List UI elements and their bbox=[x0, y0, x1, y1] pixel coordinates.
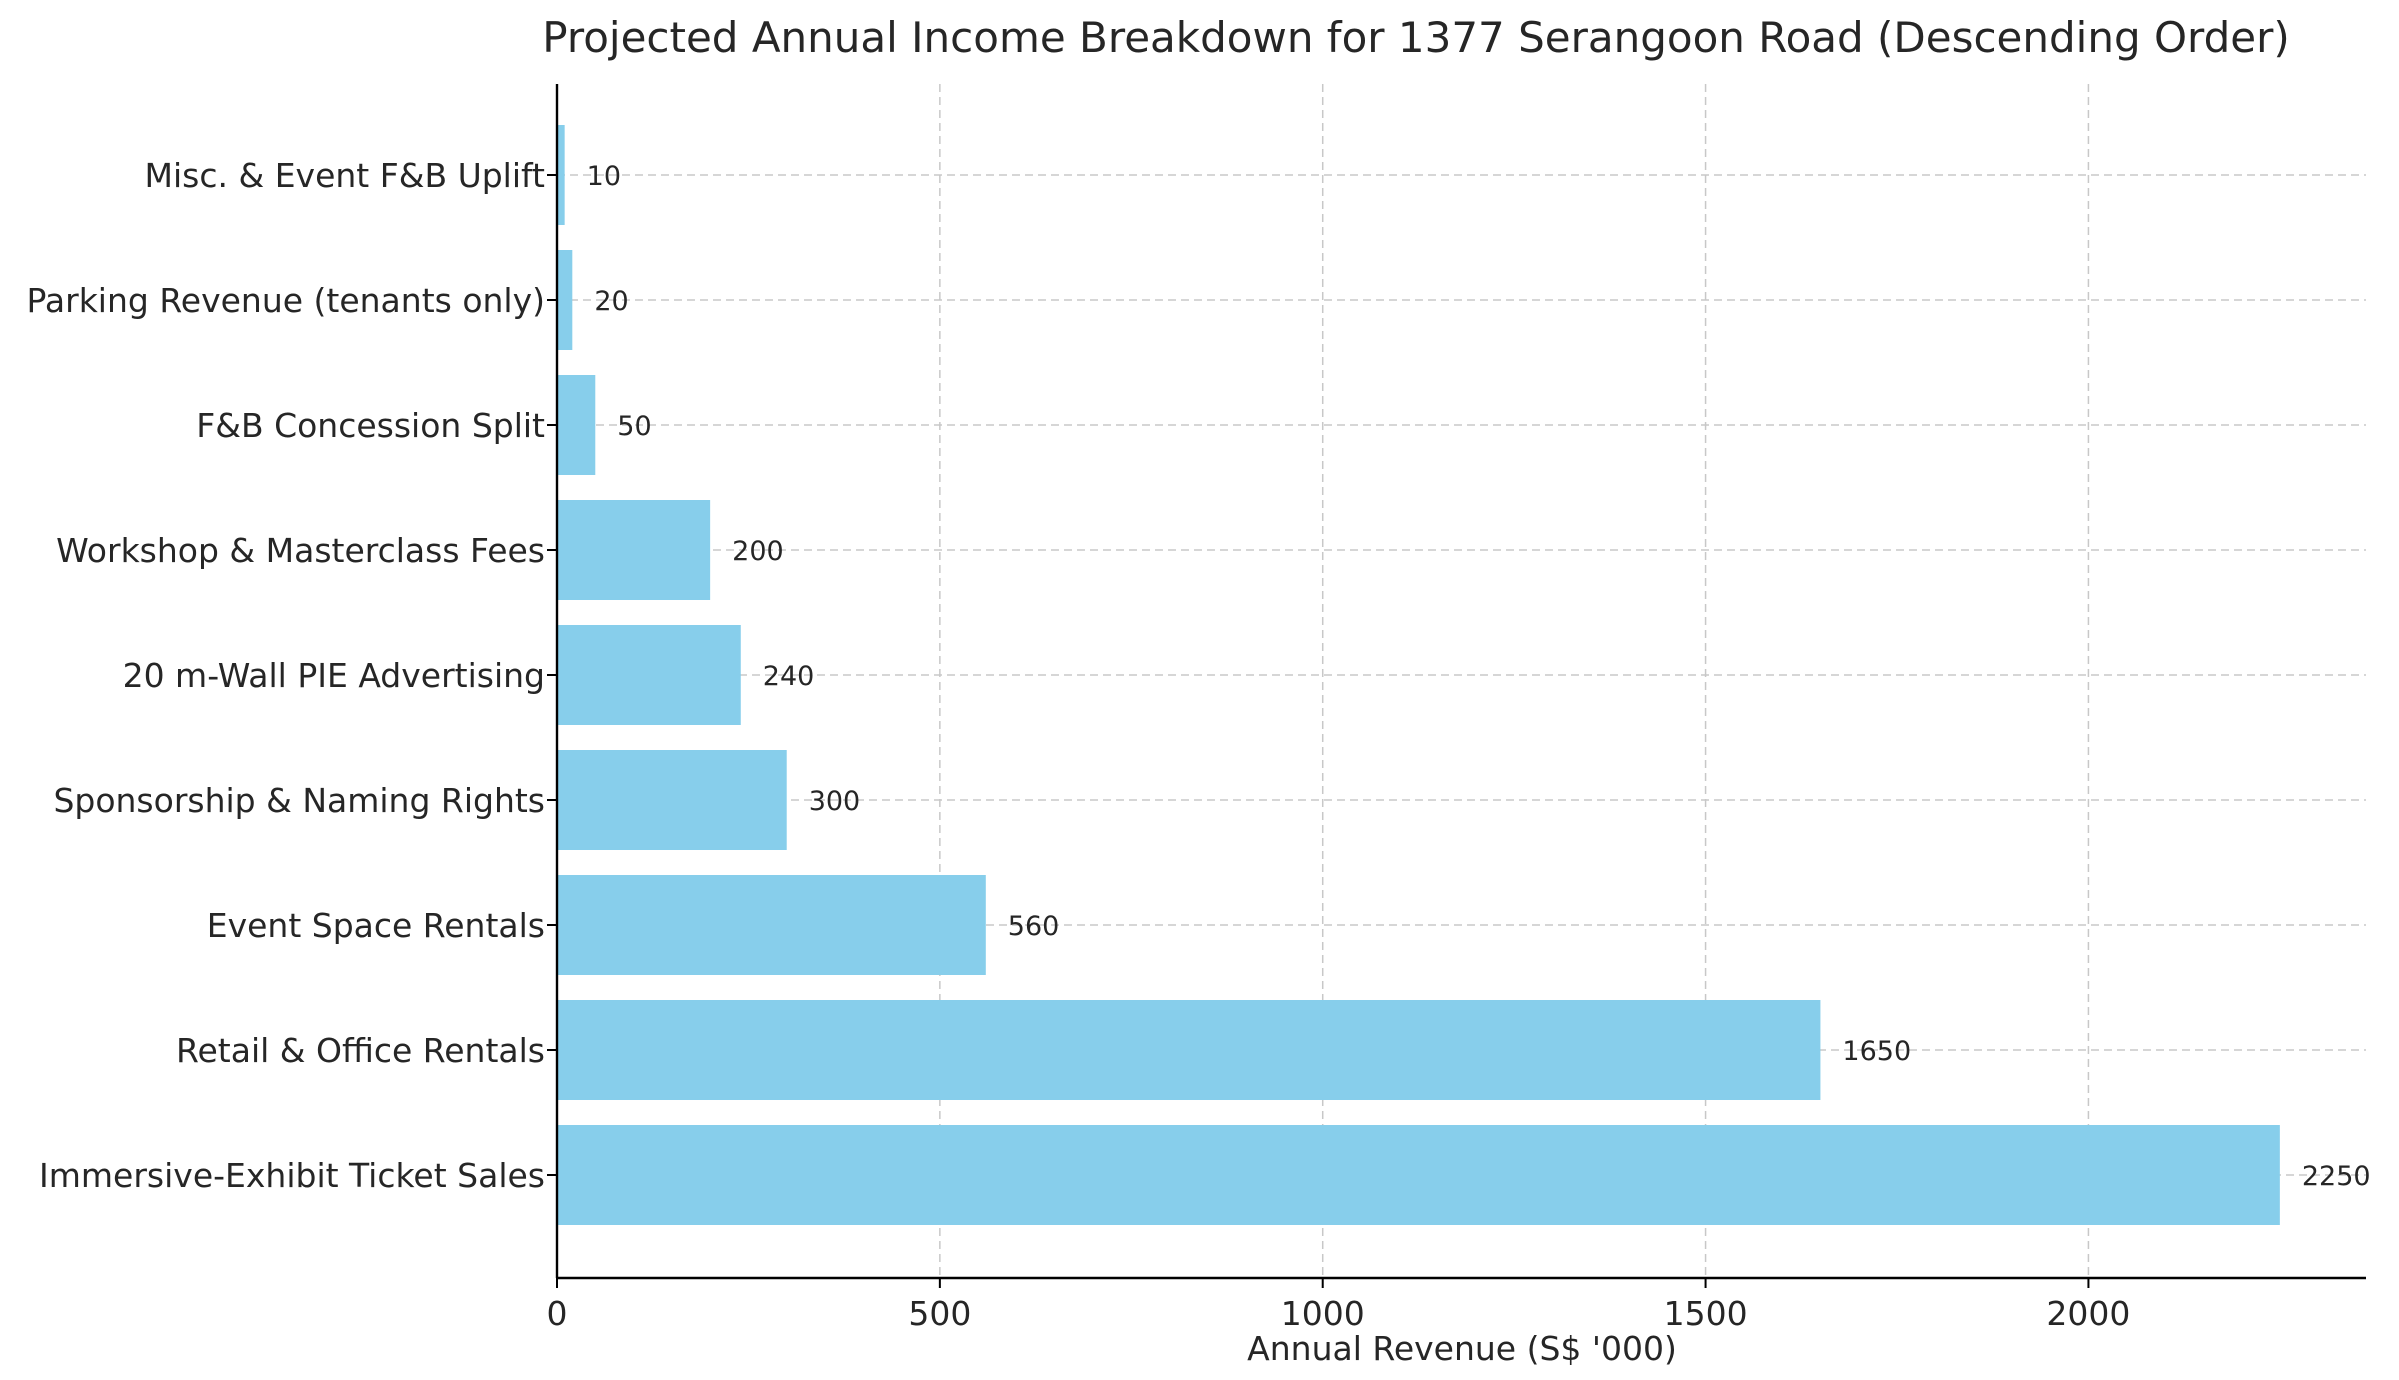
bar bbox=[557, 750, 787, 850]
bar-value-label: 1650 bbox=[1842, 1036, 1911, 1067]
bar bbox=[557, 375, 596, 475]
bar-value-label: 20 bbox=[594, 286, 628, 317]
x-tick-label: 2000 bbox=[2046, 1294, 2130, 1333]
bar-value-label: 2250 bbox=[2302, 1161, 2371, 1192]
x-tick-label: 0 bbox=[547, 1294, 568, 1333]
bar bbox=[557, 875, 986, 975]
value-labels: 2250 1650 560 300 240 200 50 20 10 bbox=[587, 161, 2371, 1192]
y-tick-label: Workshop & Masterclass Fees bbox=[56, 531, 545, 570]
y-tick-label: 20 m-Wall PIE Advertising bbox=[123, 656, 545, 695]
x-tick-label: 1000 bbox=[1281, 1294, 1365, 1333]
x-axis: 0 500 1000 1500 2000 bbox=[547, 1278, 2130, 1333]
y-tick-label: Parking Revenue (tenants only) bbox=[26, 281, 545, 320]
x-tick-label: 500 bbox=[908, 1294, 971, 1333]
bar bbox=[557, 250, 573, 350]
bar bbox=[557, 625, 741, 725]
bar bbox=[557, 125, 565, 225]
chart-title: Projected Annual Income Breakdown for 13… bbox=[542, 13, 2289, 62]
bar-value-label: 200 bbox=[732, 536, 784, 567]
y-tick-label: F&B Concession Split bbox=[196, 406, 545, 445]
bar-value-label: 300 bbox=[809, 786, 861, 817]
bar-value-label: 10 bbox=[587, 161, 621, 192]
bar bbox=[557, 500, 711, 600]
bar bbox=[557, 1000, 1821, 1100]
bars bbox=[557, 125, 2280, 1225]
bar bbox=[557, 1125, 2280, 1225]
x-tick-label: 1500 bbox=[1664, 1294, 1748, 1333]
y-axis: Immersive-Exhibit Ticket Sales Retail & O… bbox=[26, 156, 557, 1195]
y-tick-label: Retail & Office Rentals bbox=[176, 1031, 545, 1070]
y-tick-label: Misc. & Event F&B Uplift bbox=[145, 156, 546, 195]
y-tick-label: Event Space Rentals bbox=[207, 906, 545, 945]
bar-value-label: 240 bbox=[763, 661, 815, 692]
x-axis-title: Annual Revenue (S$ '000) bbox=[1247, 1329, 1677, 1368]
y-tick-label: Immersive-Exhibit Ticket Sales bbox=[39, 1156, 545, 1195]
y-tick-label: Sponsorship & Naming Rights bbox=[53, 781, 545, 820]
bar-value-label: 560 bbox=[1008, 911, 1060, 942]
bar-value-label: 50 bbox=[617, 411, 651, 442]
